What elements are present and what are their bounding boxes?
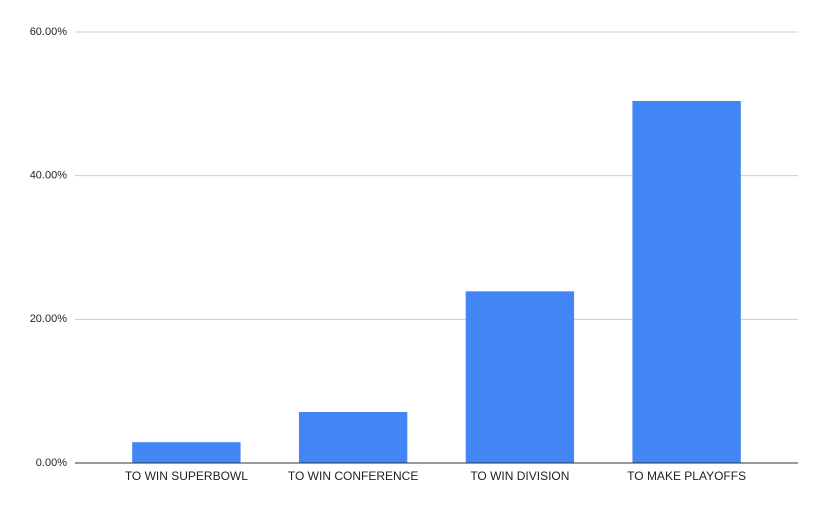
x-tick-label: TO WIN SUPERBOWL <box>125 469 248 483</box>
bar <box>132 442 241 463</box>
y-tick-label: 60.00% <box>30 26 68 38</box>
y-tick-label: 0.00% <box>36 457 67 469</box>
x-tick-label: TO WIN DIVISION <box>470 469 569 483</box>
bar <box>632 100 741 464</box>
bar <box>298 411 408 463</box>
y-tick-label: 40.00% <box>30 170 68 182</box>
x-tick-label: TO WIN CONFERENCE <box>288 469 418 483</box>
bar <box>465 291 575 463</box>
y-tick-label: 20.00% <box>30 313 68 325</box>
x-tick-label: TO MAKE PLAYOFFS <box>627 469 746 483</box>
